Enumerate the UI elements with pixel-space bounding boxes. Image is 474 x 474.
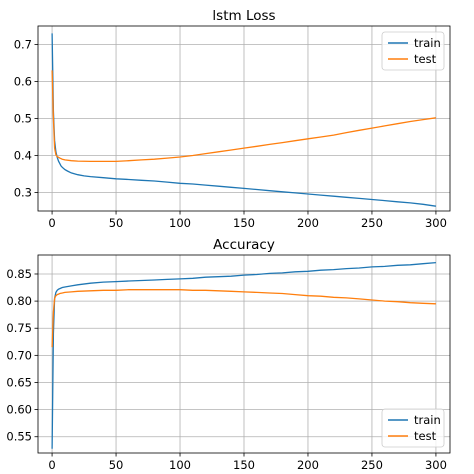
x-tick-label: 150: [233, 216, 255, 230]
legend-box: [381, 31, 445, 71]
x-tick-label: 100: [169, 216, 191, 230]
legend-label-train: train: [414, 413, 441, 427]
chart-title: lstm Loss: [212, 8, 275, 24]
x-tick-label: 50: [109, 458, 124, 472]
y-tick-label: 0.75: [6, 321, 32, 335]
legend: train test: [381, 408, 445, 448]
legend-label-test: test: [414, 429, 437, 443]
y-tick-label: 0.4: [14, 149, 32, 163]
y-tick-label: 0.5: [14, 112, 32, 126]
plot-frame: [37, 25, 451, 212]
legend-label-test: test: [414, 52, 437, 66]
y-tick-label: 0.55: [6, 430, 32, 444]
y-tick-label: 0.3: [14, 186, 32, 200]
legend-box: [381, 408, 445, 448]
x-tick-label: 300: [425, 216, 447, 230]
y-tick-label: 0.80: [6, 294, 32, 308]
y-tick-label: 0.70: [6, 348, 32, 362]
series-line-train: [51, 33, 436, 207]
y-tick-label: 0.7: [14, 38, 32, 52]
x-tick-label: 100: [169, 458, 191, 472]
x-tick-label: 200: [297, 216, 319, 230]
x-tick-label: 200: [297, 458, 319, 472]
x-tick-label: 50: [109, 216, 124, 230]
chart-title: Accuracy: [213, 237, 275, 253]
x-tick-label: 250: [361, 216, 383, 230]
x-tick-label: 0: [48, 216, 55, 230]
legend: train test: [381, 31, 445, 71]
y-tick-label: 0.65: [6, 375, 32, 389]
accuracy-chart: Accuracy 0 50 100 150 200 250 300 0.55 0.60 0.65 0.…: [6, 237, 451, 472]
x-tick-label: 250: [361, 458, 383, 472]
legend-label-train: train: [414, 36, 441, 50]
series-line-test: [51, 289, 436, 348]
series-line-train: [51, 261, 436, 449]
x-tick-label: 0: [48, 458, 55, 472]
x-tick-label: 150: [233, 458, 255, 472]
plot-frame: [37, 254, 451, 454]
x-tick-label: 300: [425, 458, 447, 472]
series-line-test: [51, 70, 436, 163]
y-tick-label: 0.85: [6, 267, 32, 281]
y-tick-label: 0.6: [14, 75, 32, 89]
loss-chart: lstm Loss 0 50 100 150 200 250 300 0.3 0.4 0.5 0.6 0…: [14, 8, 451, 230]
y-tick-label: 0.60: [6, 403, 32, 417]
